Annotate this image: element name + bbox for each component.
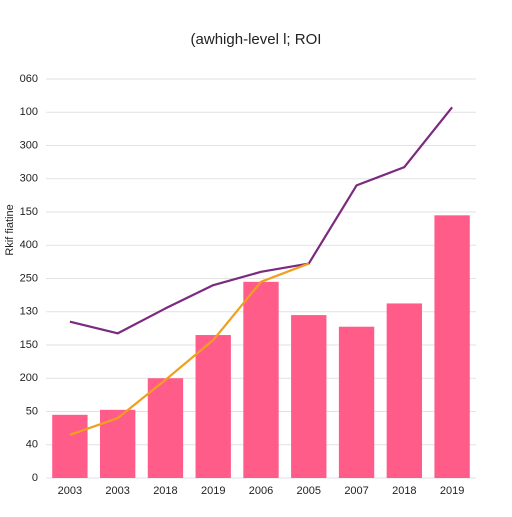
bar <box>338 326 375 478</box>
line <box>69 262 310 436</box>
x-tick-label: 2018 <box>392 485 416 497</box>
bar <box>195 335 231 478</box>
y-tick-label: 150 <box>20 206 38 218</box>
x-tick-label: 2003 <box>105 485 129 497</box>
bar <box>386 303 423 478</box>
y-tick-label: 50 <box>26 405 38 417</box>
x-tick-label: 2007 <box>344 485 368 497</box>
y-tick-label: 250 <box>20 272 38 284</box>
x-tick-label: 2018 <box>153 485 177 497</box>
y-tick-label: 40 <box>26 439 38 451</box>
y-tick-label: 400 <box>20 239 38 251</box>
y-tick-label: 200 <box>20 372 38 384</box>
y-tick-label: 300 <box>20 173 38 185</box>
x-tick-label: 2019 <box>440 485 464 497</box>
y-tick-label: 060 <box>20 73 38 85</box>
bar <box>291 315 327 478</box>
y-axis-label: Rkif fiatine <box>4 204 16 255</box>
x-tick-label: 2006 <box>249 485 273 497</box>
y-tick-label: 100 <box>20 106 38 118</box>
chart-title: (awhigh-level l; ROI <box>191 31 322 48</box>
x-tick-label: 2005 <box>297 485 321 497</box>
x-tick-label: 2019 <box>201 485 225 497</box>
y-tick-label: 130 <box>20 306 38 318</box>
y-tick-label: 300 <box>20 139 38 151</box>
y-tick-label: 150 <box>20 339 38 351</box>
bar <box>99 409 136 478</box>
y-tick-label: 0 <box>32 472 38 484</box>
bar <box>52 414 88 478</box>
bar <box>147 378 184 478</box>
bar <box>243 281 279 478</box>
line <box>69 106 453 335</box>
x-tick-label: 2003 <box>58 485 82 497</box>
bar <box>434 215 470 478</box>
